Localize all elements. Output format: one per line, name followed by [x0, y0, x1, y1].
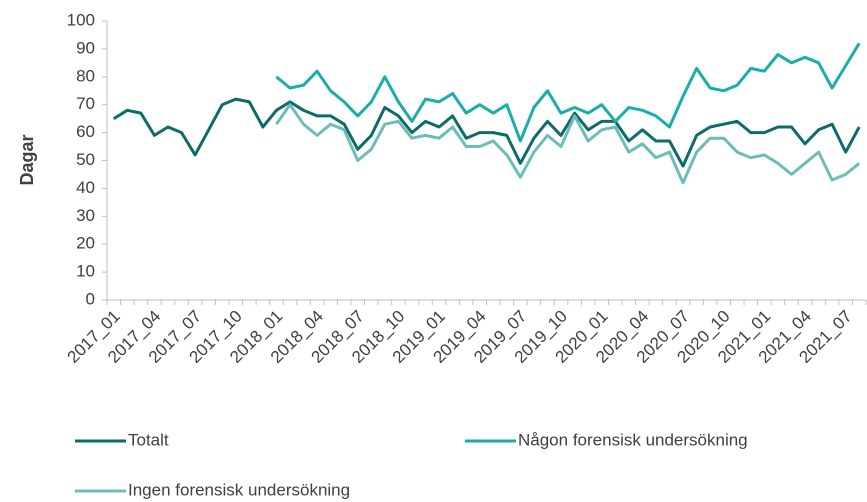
y-tick-label: 10	[76, 262, 95, 281]
y-tick-label: 50	[76, 150, 95, 169]
y-tick-label: 30	[76, 206, 95, 225]
y-axis-label: Dagar	[17, 134, 37, 185]
y-tick-label: 70	[76, 94, 95, 113]
legend-label: Någon forensisk undersökning	[518, 430, 748, 449]
y-tick-label: 60	[76, 122, 95, 141]
y-tick-label: 20	[76, 234, 95, 253]
y-tick-label: 100	[67, 10, 95, 29]
legend-label: Totalt	[128, 430, 169, 449]
series-line	[113, 97, 861, 168]
y-tick-label: 80	[76, 66, 95, 85]
series-line	[275, 103, 861, 185]
y-tick-label: 40	[76, 178, 95, 197]
y-tick-label: 0	[86, 289, 95, 308]
y-tick-label: 90	[76, 38, 95, 57]
series-line	[275, 42, 861, 143]
legend-label: Ingen forensisk undersökning	[128, 480, 350, 499]
